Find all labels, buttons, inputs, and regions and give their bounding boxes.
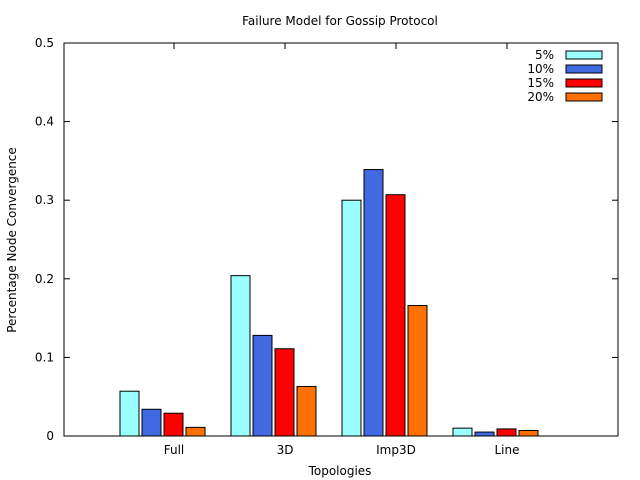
y-tick-label: 0.2: [35, 272, 54, 286]
legend-label: 5%: [535, 48, 554, 62]
bar-full-series-4: [185, 426, 206, 437]
y-tick-label: 0: [46, 429, 54, 443]
bar-line-series-4: [518, 429, 539, 437]
plot-frame: [63, 42, 619, 437]
bar-imp3d-series-3: [385, 194, 406, 437]
x-tick-label: Imp3D: [376, 443, 416, 457]
bar-full-series-1: [119, 390, 140, 437]
x-axis-label: Topologies: [308, 464, 372, 478]
legend-label: 20%: [527, 90, 554, 104]
y-tick-label: 0.3: [35, 193, 54, 207]
x-tick-label: Full: [164, 443, 185, 457]
y-tick-label: 0.4: [35, 115, 54, 129]
bar-imp3d-series-1: [341, 199, 362, 437]
x-tick-label: Line: [494, 443, 519, 457]
y-tick-label: 0.5: [35, 36, 54, 50]
chart-title: Failure Model for Gossip Protocol: [242, 14, 438, 28]
bar-line-series-1: [452, 427, 473, 437]
bar-imp3d-series-4: [407, 305, 428, 437]
y-axis-label: Percentage Node Convergence: [5, 147, 19, 333]
bar-3d-series-2: [252, 334, 273, 437]
legend-swatch: [565, 64, 603, 74]
bar-imp3d-series-2: [363, 169, 384, 437]
bar-full-series-3: [163, 412, 184, 437]
bar-line-series-2: [474, 431, 495, 437]
x-tick-label: 3D: [277, 443, 294, 457]
bar-3d-series-1: [230, 275, 251, 437]
legend-label: 15%: [527, 76, 554, 90]
bar-3d-series-4: [296, 385, 317, 437]
bar-line-series-3: [496, 428, 517, 437]
legend-label: 10%: [527, 62, 554, 76]
bar-3d-series-3: [274, 348, 295, 437]
legend-swatch: [565, 50, 603, 60]
y-tick-label: 0.1: [35, 350, 54, 364]
legend-swatch: [565, 78, 603, 88]
bar-full-series-2: [141, 408, 162, 437]
legend-swatch: [565, 92, 603, 102]
